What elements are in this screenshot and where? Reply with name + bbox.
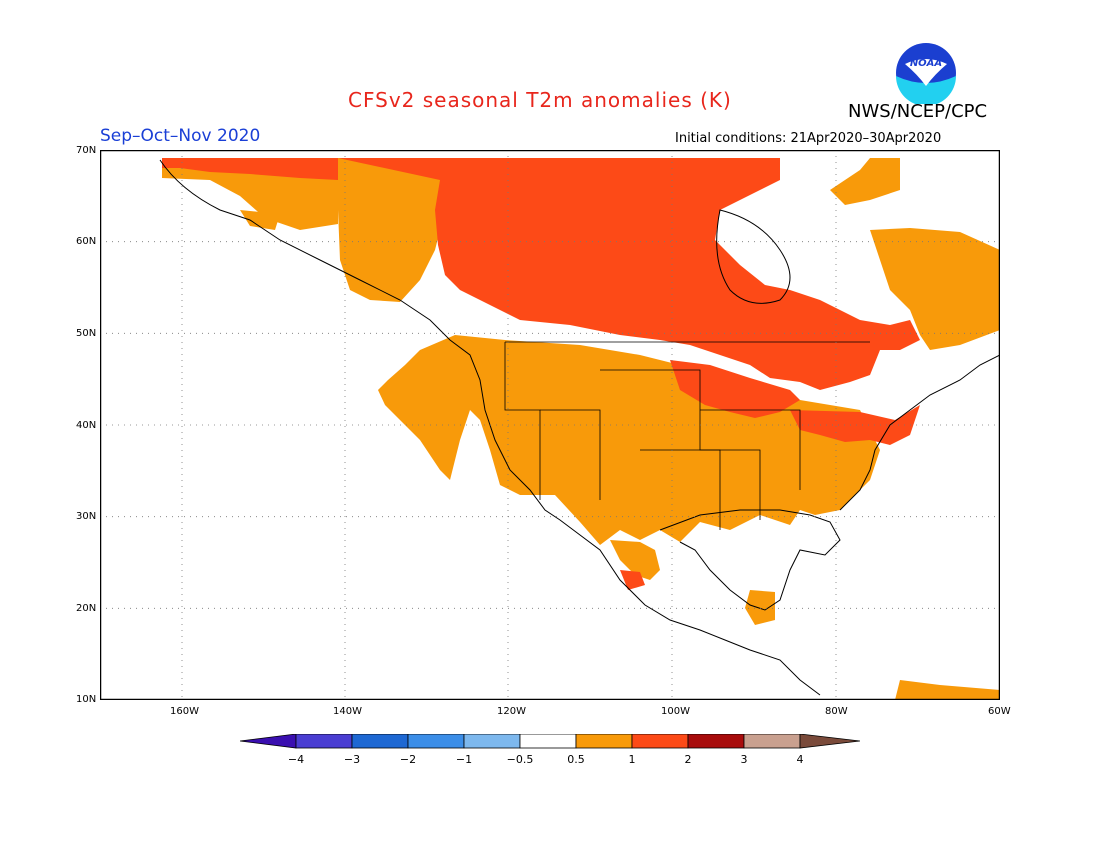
chart-title: CFSv2 seasonal T2m anomalies (K) xyxy=(348,88,732,112)
initial-conditions-label: Initial conditions: 21Apr2020–30Apr2020 xyxy=(675,131,942,146)
legend-tick-label: −2 xyxy=(400,753,416,766)
lat-label: 10N xyxy=(76,694,97,705)
legend-swatch-below-minus-4 xyxy=(240,734,297,749)
coastline xyxy=(159,159,821,696)
legend-tick-label: 0.5 xyxy=(567,753,585,766)
legend-tick-label: −3 xyxy=(344,753,360,766)
legend-swatch xyxy=(631,734,689,749)
period-label: Sep–Oct–Nov 2020 xyxy=(100,126,261,146)
legend-tick-label: 1 xyxy=(629,753,636,766)
legend-swatch-above-4 xyxy=(799,734,860,749)
legend-swatch xyxy=(295,734,353,749)
lon-label: 140W xyxy=(333,706,362,717)
lat-label: 50N xyxy=(76,328,97,339)
graticule xyxy=(100,150,1000,700)
lon-label: 100W xyxy=(661,706,690,717)
legend-swatch xyxy=(351,734,409,749)
lon-label: 80W xyxy=(825,706,848,717)
legend-tick-label: −1 xyxy=(456,753,472,766)
lon-label: 160W xyxy=(170,706,199,717)
color-legend: −4 −3 −2 −1 −0.5 0.5 1 2 3 4 xyxy=(240,734,860,766)
organization-label: NWS/NCEP/CPC xyxy=(848,101,988,122)
lat-label: 20N xyxy=(76,603,97,614)
legend-swatch xyxy=(407,734,465,749)
lat-label: 60N xyxy=(76,236,97,247)
lat-label: 70N xyxy=(76,145,97,156)
coastline-hudson-bay xyxy=(716,209,791,304)
legend-tick-label: 4 xyxy=(797,753,804,766)
legend-tick-label: 2 xyxy=(685,753,692,766)
legend-tick-label: −4 xyxy=(288,753,304,766)
legend-swatch xyxy=(519,734,577,749)
legend-tick-label: −0.5 xyxy=(507,753,534,766)
legend-tick-label: 3 xyxy=(741,753,748,766)
coastline-gulf xyxy=(659,509,841,611)
map-frame xyxy=(100,150,1000,700)
lat-label: 40N xyxy=(76,420,97,431)
legend-swatch xyxy=(743,734,801,749)
anomaly-region-red xyxy=(162,158,920,590)
noaa-logo: NOAA xyxy=(896,43,956,104)
svg-text:NOAA: NOAA xyxy=(910,58,942,69)
lon-label: 120W xyxy=(497,706,526,717)
anomaly-map xyxy=(100,150,1000,700)
lon-label: 60W xyxy=(988,706,1011,717)
legend-swatch xyxy=(463,734,521,749)
political-borders xyxy=(504,341,870,530)
legend-swatch xyxy=(687,734,745,749)
legend-swatch xyxy=(575,734,633,749)
coastline-east xyxy=(839,354,1000,511)
lat-label: 30N xyxy=(76,511,97,522)
